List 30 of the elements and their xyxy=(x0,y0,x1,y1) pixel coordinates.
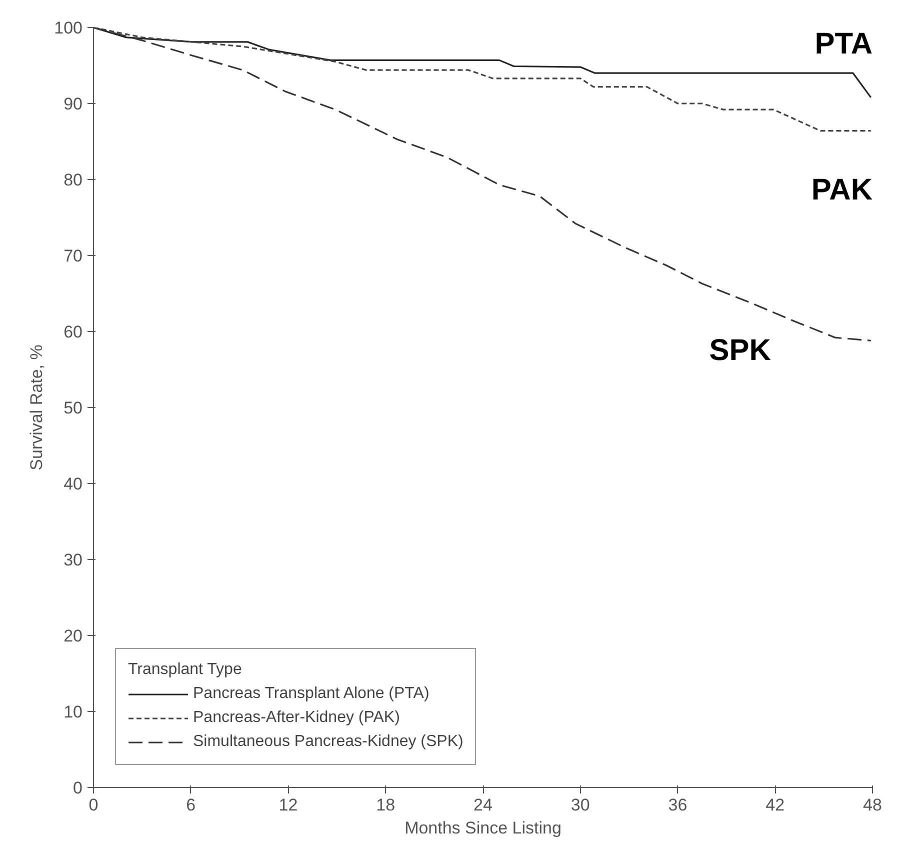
x-tick-label: 6 xyxy=(186,796,196,814)
x-tick-label: 48 xyxy=(863,796,882,814)
annotation: PTA xyxy=(814,28,873,60)
y-tick-label: 70 xyxy=(64,246,83,266)
legend-label: Pancreas Transplant Alone (PTA) xyxy=(193,685,430,703)
legend-label: Pancreas-After-Kidney (PAK) xyxy=(193,709,400,727)
x-tick-label: 0 xyxy=(88,796,98,814)
y-tick-label: 20 xyxy=(64,626,83,646)
y-tick-label: 30 xyxy=(64,550,83,570)
y-tick-label: 10 xyxy=(64,702,83,722)
x-tick-label: 12 xyxy=(278,796,298,814)
annotation: SPK xyxy=(709,334,772,367)
y-tick-label: 80 xyxy=(64,170,83,190)
x-axis-title: Months Since Listing xyxy=(404,818,562,838)
x-tick-label: 18 xyxy=(376,796,396,814)
y-tick-label: 60 xyxy=(64,322,83,342)
annotation: PAK xyxy=(811,174,873,207)
legend-title: Transplant Type xyxy=(128,661,243,679)
y-tick-label: 100 xyxy=(54,18,83,38)
line-series xyxy=(94,28,872,98)
legend-label: Simultaneous Pancreas-Kidney (SPK) xyxy=(193,733,464,751)
y-axis-title: Survival Rate, % xyxy=(27,344,46,470)
y-tick-label: 40 xyxy=(64,474,83,494)
y-tick-label: 90 xyxy=(64,94,83,114)
x-tick-label: 36 xyxy=(668,796,688,814)
y-tick-label: 50 xyxy=(64,398,83,418)
x-tick-label: 24 xyxy=(474,796,492,814)
y-tick-label: 0 xyxy=(73,778,83,798)
x-tick-label: 30 xyxy=(570,796,590,814)
x-tick-label: 42 xyxy=(766,796,785,814)
